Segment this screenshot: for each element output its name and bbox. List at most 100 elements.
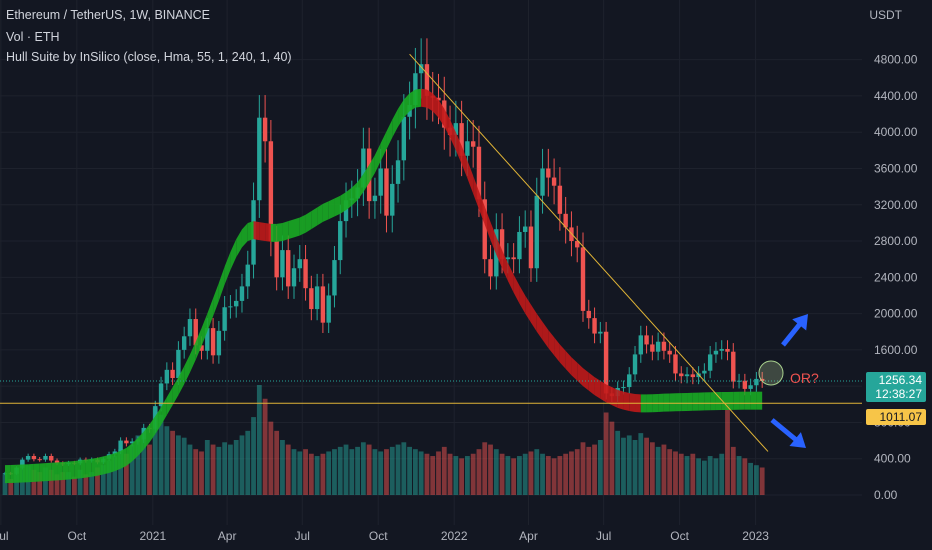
hull-segment [299,214,306,236]
hull-segment [51,462,58,481]
hull-segment [733,391,740,410]
volume-bar [748,462,754,495]
candle-body [413,73,418,105]
volume-bar [580,442,586,495]
hull-segment [525,295,531,323]
hull-segment [496,236,503,269]
volume-bar [701,460,707,495]
x-axis-tick-label: Apr [519,529,538,543]
volume-bar [129,444,135,495]
hull-segment [698,392,705,411]
up-arrow-head [792,314,808,331]
volume-bar [54,474,60,495]
hull-segment [484,206,491,241]
candle-body [54,460,60,464]
symbol-title[interactable]: Ethereum / TetherUS, 1W, BINANCE [6,8,211,22]
candle-body [418,64,424,74]
hull-segment [57,461,63,481]
candle-body [586,310,591,319]
candle-body [679,373,684,377]
volume-bar [308,453,314,495]
candle-body [25,455,31,460]
hull-segment [294,217,300,238]
volume-bar [603,412,609,495]
volume-bar [60,472,66,495]
hull-segment [241,222,248,248]
candle-body [661,341,667,351]
candle-body [470,141,476,147]
candle-body [43,455,48,460]
volume-bar [690,453,696,495]
hull-segment [386,119,393,150]
volume-bar [384,449,389,495]
hull-segment [577,362,583,387]
volume-bar [534,449,540,495]
hull-segment [213,282,219,317]
candle-body [621,387,626,389]
hull-segment [166,387,173,416]
volume-bar [719,453,725,495]
y-axis-tick-label: 4400.00 [874,89,918,103]
volume-bar [48,469,54,495]
current-price-value: 1256.34 [878,373,922,387]
volume-bar [418,451,424,495]
candle-body [384,168,389,216]
volume-bar [135,435,141,495]
hull-segment [507,262,514,293]
hull-indicator-label[interactable]: Hull Suite by InSilico (close, Hma, 55, … [6,50,292,64]
volume-bar [170,430,176,495]
volume-bar [181,437,187,495]
candle-body [286,250,291,287]
hull-segment [663,393,670,412]
volume-bar [609,421,615,495]
candle-body [505,257,511,260]
volume-bar [112,456,118,495]
volume-bar [343,444,349,495]
candle-body [580,247,586,311]
down-arrow-shaft [770,418,799,443]
volume-bar [649,442,655,495]
hull-segment [438,99,445,127]
candle-body [181,336,187,350]
volume-bar [251,417,256,495]
volume-bar [678,453,684,495]
volume-bar [187,444,193,495]
hull-segment [253,221,260,241]
candle-body [164,369,170,384]
candle-body [534,195,539,269]
hull-segment [247,221,254,241]
volume-bar [233,440,239,495]
candle-body [112,451,118,455]
volume-indicator-label[interactable]: Vol · ETH [6,30,60,44]
candle-body [228,306,233,308]
volume-bar [447,453,453,495]
volume-bar [696,458,701,495]
volume-bar [199,451,204,495]
candle-body [557,185,563,214]
volume-bar [303,449,308,495]
hull-segment [149,416,156,443]
volume-bar [621,437,626,495]
hull-segment [161,397,167,426]
hull-segment [756,391,763,410]
hull-segment [675,393,682,412]
candle-body [199,345,204,351]
candle-body [361,148,366,188]
x-axis-tick-label: Oct [670,529,689,543]
hull-segment [201,313,208,347]
volume-bar [644,437,649,495]
y-axis-tick-label: 1600.00 [874,343,918,357]
candle-body [655,341,661,352]
hull-segment [109,453,115,473]
volume-bar [453,456,459,495]
hull-segment [536,313,543,340]
candle-body [210,328,216,356]
candle-body [453,123,459,135]
candle-body [401,116,407,161]
hull-segment [33,463,40,482]
volume-bar [141,440,147,495]
hull-segment [16,464,23,483]
candle-body [713,350,719,355]
volume-bar [262,398,268,495]
